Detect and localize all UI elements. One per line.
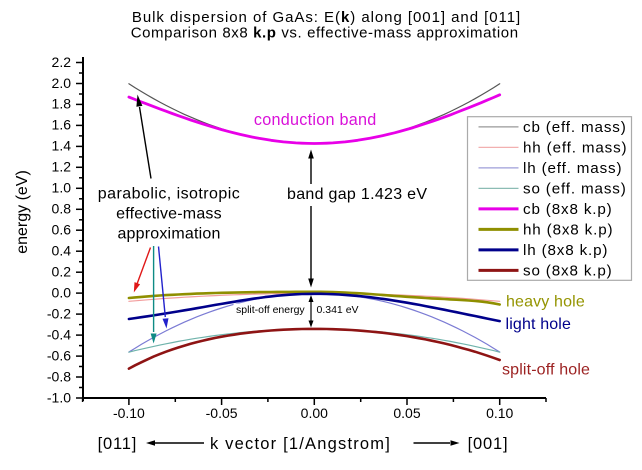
- svg-text:so (8x8 k.p): so (8x8 k.p): [523, 263, 613, 280]
- svg-text:0.4: 0.4: [52, 243, 72, 259]
- svg-text:2.2: 2.2: [52, 54, 72, 70]
- svg-text:cb (eff. mass): cb (eff. mass): [523, 119, 627, 136]
- svg-text:1.4: 1.4: [52, 138, 72, 154]
- svg-text:k vector [1/Angstrom]: k vector [1/Angstrom]: [210, 435, 391, 453]
- svg-text:cb (8x8 k.p): cb (8x8 k.p): [523, 201, 613, 218]
- svg-text:conduction band: conduction band: [254, 111, 377, 129]
- svg-text:so (eff. mass): so (eff. mass): [523, 181, 627, 198]
- svg-text:0.6: 0.6: [52, 222, 72, 238]
- svg-text:-0.10: -0.10: [113, 405, 145, 421]
- svg-text:0.10: 0.10: [486, 405, 513, 421]
- svg-text:1.2: 1.2: [52, 159, 72, 175]
- svg-text:0.05: 0.05: [393, 405, 420, 421]
- svg-text:-0.2: -0.2: [47, 305, 71, 321]
- svg-text:parabolic, isotropic: parabolic, isotropic: [98, 185, 240, 202]
- svg-text:[001]: [001]: [468, 435, 509, 453]
- svg-text:effective-mass: effective-mass: [116, 205, 222, 222]
- svg-text:Bulk dispersion of GaAs: E(k): Bulk dispersion of GaAs: E(k) along [001…: [132, 9, 521, 26]
- svg-text:2.0: 2.0: [52, 75, 72, 91]
- svg-text:1.6: 1.6: [52, 117, 72, 133]
- svg-text:split-off energy: split-off energy: [236, 304, 305, 316]
- svg-text:1.0: 1.0: [52, 180, 72, 196]
- svg-text:0.2: 0.2: [52, 264, 72, 280]
- svg-text:band gap 1.423 eV: band gap 1.423 eV: [287, 186, 427, 203]
- svg-text:heavy hole: heavy hole: [506, 293, 585, 310]
- svg-text:approximation: approximation: [117, 225, 220, 242]
- svg-text:0.341 eV: 0.341 eV: [317, 304, 359, 316]
- svg-text:-0.6: -0.6: [47, 347, 71, 363]
- svg-text:0.8: 0.8: [52, 201, 72, 217]
- svg-text:hh (8x8 k.p): hh (8x8 k.p): [523, 222, 613, 239]
- svg-text:-0.05: -0.05: [206, 405, 238, 421]
- svg-text:0.0: 0.0: [52, 284, 72, 300]
- svg-text:lh (8x8 k.p): lh (8x8 k.p): [523, 242, 608, 259]
- svg-text:hh (eff. mass): hh (eff. mass): [523, 140, 627, 157]
- svg-text:-1.0: -1.0: [47, 389, 71, 405]
- svg-text:split-off hole: split-off hole: [502, 361, 590, 378]
- svg-text:0.00: 0.00: [301, 405, 328, 421]
- svg-text:-0.4: -0.4: [47, 326, 71, 342]
- svg-text:Comparison 8x8 k.p vs. effecti: Comparison 8x8 k.p vs. effective-mass ap…: [131, 24, 519, 41]
- svg-text:energy (eV): energy (eV): [14, 170, 31, 254]
- svg-text:light hole: light hole: [506, 316, 572, 333]
- svg-text:-0.8: -0.8: [47, 368, 71, 384]
- svg-text:lh (eff. mass): lh (eff. mass): [523, 160, 622, 177]
- svg-text:1.8: 1.8: [52, 96, 72, 112]
- svg-text:[011]: [011]: [98, 435, 137, 453]
